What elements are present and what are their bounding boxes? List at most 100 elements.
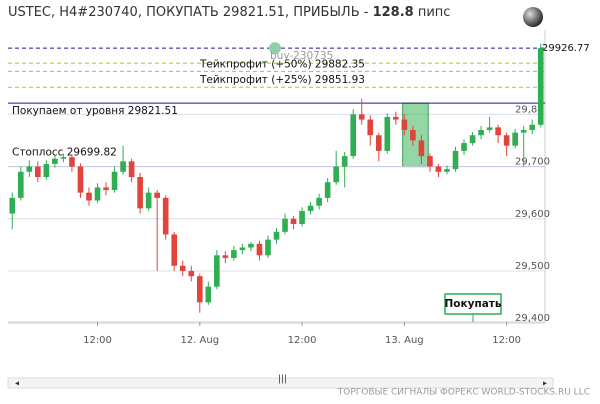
candle-body	[324, 182, 331, 198]
candle	[410, 125, 416, 146]
candle-body	[290, 218, 297, 224]
candle-body	[162, 197, 169, 235]
candle-body	[537, 48, 544, 125]
candle-body	[495, 127, 501, 136]
candle-body	[461, 143, 467, 151]
candle-body	[299, 210, 305, 224]
y-tick-label: 29,500	[515, 261, 550, 272]
candle	[162, 195, 169, 240]
candle-body	[179, 265, 186, 271]
candle-body	[469, 135, 476, 144]
candle	[512, 128, 518, 149]
candle-body	[69, 157, 75, 167]
candle	[222, 251, 229, 264]
scrollbar[interactable]	[7, 377, 554, 389]
candle	[205, 281, 212, 305]
candle-body	[282, 218, 288, 232]
candle	[196, 273, 203, 313]
candle-body	[341, 156, 348, 167]
globe-icon[interactable]	[523, 7, 543, 27]
scroll-thumb[interactable]: |||	[278, 375, 287, 385]
candle	[17, 166, 24, 201]
candle-body	[384, 116, 391, 151]
candle-body	[231, 250, 237, 258]
candle	[273, 228, 280, 244]
candle	[282, 213, 288, 235]
candle-body	[393, 116, 399, 120]
candle	[503, 132, 510, 157]
x-tick-label: 12. Aug	[180, 335, 219, 346]
order-marker[interactable]	[269, 42, 281, 55]
candle-body	[171, 234, 178, 266]
candle	[128, 158, 135, 183]
candle-body	[239, 247, 246, 251]
scroll-left[interactable]: ◂	[15, 379, 19, 388]
candle-body	[94, 187, 101, 201]
y-tick-label: 29,80	[515, 104, 544, 115]
candle	[179, 260, 186, 277]
x-tick-label: 12:00	[83, 335, 112, 346]
level-label: Тейкпрофит (+25%) 29851.93	[199, 74, 365, 86]
candle-body	[137, 177, 143, 209]
candle	[375, 132, 382, 162]
candle-body	[86, 192, 92, 201]
candle-body	[154, 192, 160, 198]
candle-body	[307, 205, 314, 211]
candle-body	[358, 114, 365, 120]
candle	[9, 192, 16, 230]
candle	[358, 98, 365, 125]
header-profit: 128.8	[373, 5, 414, 20]
candle-body	[273, 231, 280, 240]
candle	[239, 243, 246, 255]
candle	[214, 250, 220, 290]
candle-body	[265, 239, 271, 256]
candle	[265, 235, 271, 258]
candle	[35, 161, 41, 183]
candle-body	[145, 192, 152, 209]
buy-button-label[interactable]: Покупать	[444, 298, 501, 310]
candle	[393, 111, 399, 125]
candle-body	[512, 132, 518, 146]
candle-body	[410, 130, 416, 141]
candle-body	[35, 166, 41, 177]
candle-body	[128, 161, 135, 177]
order-label: buy-230735	[270, 50, 333, 62]
level-label: Покупаем от уровня 29821.51	[12, 105, 178, 117]
candle	[43, 160, 50, 180]
candle	[495, 124, 501, 144]
level-label: Стоплосс 29699.82	[12, 147, 117, 159]
candle	[154, 190, 160, 271]
candle-body	[43, 163, 50, 177]
x-tick-label: 13. Aug	[385, 335, 424, 346]
candle	[94, 183, 101, 204]
price-label: 29926.77	[542, 43, 590, 54]
candle-body	[120, 161, 126, 172]
candle	[256, 240, 263, 261]
y-tick-label: 29,400	[515, 313, 550, 324]
candle-body	[427, 156, 433, 167]
candle-body	[17, 171, 24, 198]
candle	[77, 163, 84, 198]
candle	[299, 207, 305, 227]
candle-body	[435, 166, 442, 172]
candle	[86, 187, 92, 206]
candle	[188, 265, 195, 282]
candle	[384, 113, 391, 154]
candle-body	[520, 130, 527, 133]
candle	[452, 146, 459, 172]
candle	[171, 231, 178, 271]
candle	[444, 165, 450, 175]
candle	[290, 216, 297, 230]
level-label: Тейкпрофит (+50%) 29882.35	[199, 58, 365, 70]
candle-body	[248, 243, 254, 248]
candle-body	[9, 197, 16, 214]
scroll-right[interactable]: ▸	[543, 379, 547, 388]
candle	[478, 125, 484, 140]
candle	[367, 115, 374, 146]
candle	[231, 245, 237, 261]
candle-body	[444, 169, 450, 172]
candle	[435, 163, 442, 177]
candle	[145, 187, 152, 211]
candle	[69, 155, 75, 172]
